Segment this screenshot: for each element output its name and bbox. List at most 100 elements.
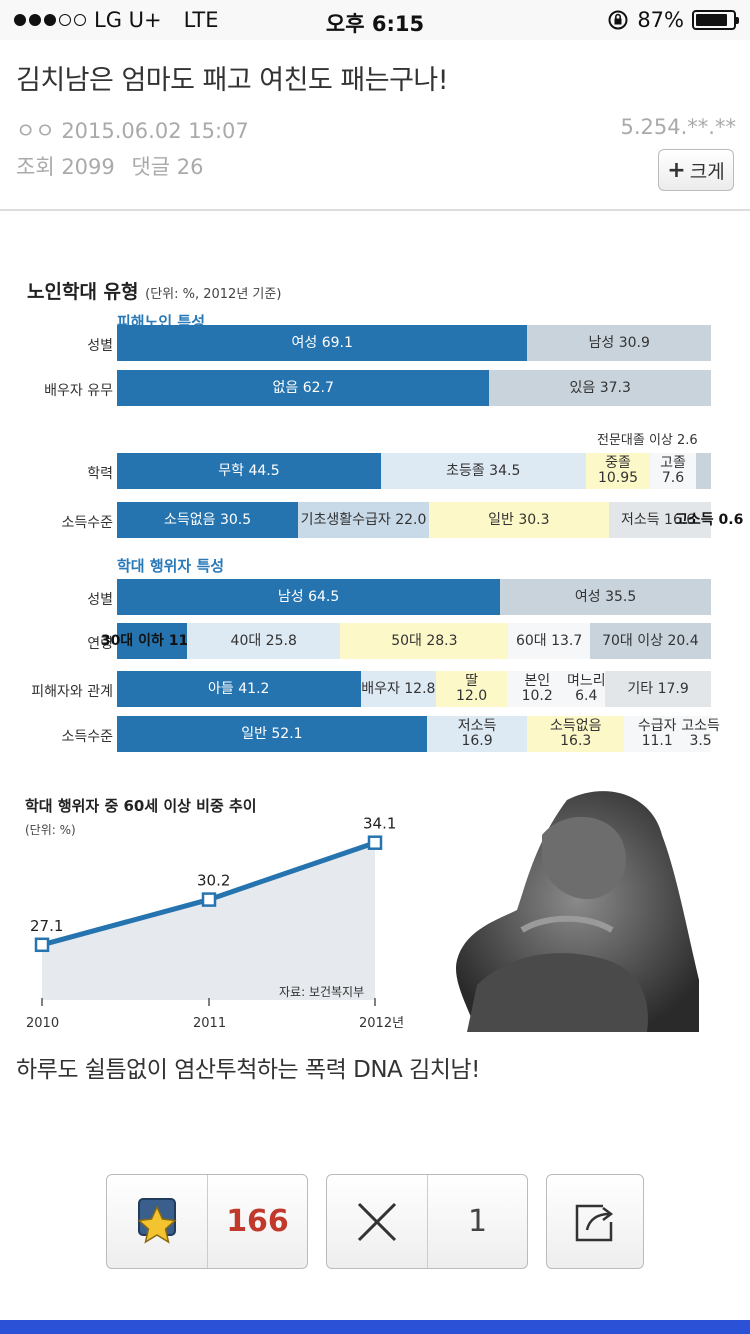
victim-row-label: 성별 — [87, 338, 113, 354]
abuser-bar-segment: 여성 35.5 — [500, 579, 711, 615]
victim-bar-segment: 소득없음 30.5 — [117, 502, 299, 538]
line-chart-point — [34, 937, 50, 953]
post-caption: 하루도 쉴틈없이 염산투척하는 폭력 DNA 김치남! — [16, 1057, 480, 1083]
action-buttons: 166 1 — [0, 1174, 750, 1270]
like-button-group[interactable]: 166 — [106, 1174, 308, 1269]
star-icon — [137, 1197, 177, 1244]
post-author-date: ㅇㅇ 2015.06.02 15:07 — [16, 119, 249, 143]
abuser-bar-segment: 일반 52.1 — [117, 716, 427, 752]
line-chart-title: 학대 행위자 중 60세 이상 비중 추이 — [25, 797, 257, 815]
abuser-bar-row: 일반 52.1 저소득 16.9 소득없음 16.3 수급자 11.1 고소득 3.5 — [117, 716, 720, 752]
plus-icon: + — [667, 157, 686, 183]
victim-note: 전문대졸 이상 2.6 — [597, 433, 698, 448]
rotation-lock-icon — [608, 10, 628, 30]
source-note: 자료: 보건복지부 — [279, 985, 365, 999]
line-chart-x-label: 2010 — [26, 1016, 59, 1031]
victim-bar-segment: 고소득 0.6 — [675, 502, 743, 538]
victim-bar-segment: 있음 37.3 — [489, 370, 711, 406]
abuser-bar-row: 아들 41.2 배우자 12.8 딸 12.0 본인 10.2 며느리 6.4 기타 17… — [117, 671, 711, 707]
abuser-bar-segment: 40대 25.8 — [187, 623, 341, 659]
victim-bar-row: 소득없음 30.5 기초생활수급자 22.0 일반 30.3 저소득 16.6 고소득 … — [117, 502, 743, 538]
abuser-bar-segment: 며느리 6.4 — [567, 671, 606, 707]
share-icon — [575, 1204, 614, 1241]
abuser-bar-segment: 저소득 16.9 — [426, 716, 528, 752]
victim-bar-segment: 중졸 10.95 — [585, 453, 651, 489]
bottom-toolbar-edge — [0, 1320, 750, 1334]
victim-bar-segment: 무학 44.5 — [117, 453, 381, 489]
share-button-cell[interactable] — [547, 1175, 643, 1268]
view-count: 조회 2099 — [16, 155, 115, 179]
network-label: LTE — [183, 8, 219, 32]
infographic-title-text: 노인학대 유형 — [27, 281, 139, 303]
like-button[interactable] — [107, 1175, 207, 1268]
infographic-title: 노인학대 유형 (단위: %, 2012년 기준) — [27, 277, 281, 304]
post-title: 김치남은 엄마도 패고 여친도 패는구나! — [16, 65, 449, 96]
line-chart-unit: (단위: %) — [25, 823, 76, 837]
victim-bar-segment: 고졸 7.6 — [650, 453, 696, 489]
infographic-image: 노인학대 유형 (단위: %, 2012년 기준) 피해노인 특성 학대 행위자… — [17, 275, 743, 1035]
victim-bar-row: 없음 62.7 있음 37.3 — [117, 370, 711, 406]
line-chart-point — [367, 835, 383, 850]
victim-row-label: 학력 — [87, 466, 113, 482]
victim-bar-segment: 기초생활수급자 22.0 — [298, 502, 429, 538]
dislike-button-group[interactable]: 1 — [326, 1174, 528, 1269]
line-chart-point — [201, 892, 217, 907]
victim-bar-segment: 초등졸 34.5 — [380, 453, 586, 489]
abuser-row-label: 연령 — [87, 636, 113, 652]
line-chart: 27.1 2010 30.2 2011 34.1 2012년 — [26, 815, 404, 1031]
victim-bar-row: 무학 44.5 초등졸 34.5 중졸 10.95 고졸 7.6 — [117, 453, 711, 489]
victim-row-label: 소득수준 — [61, 515, 113, 531]
signal-dot — [44, 14, 56, 26]
victim-bar-segment — [695, 453, 711, 489]
abuser-bar-segment: 70대 이상 20.4 — [589, 623, 711, 659]
battery-icon — [692, 10, 739, 30]
dislike-count-value: 1 — [467, 1204, 488, 1239]
abuser-row-label: 성별 — [87, 592, 113, 608]
line-chart-data-label: 30.2 — [197, 872, 230, 890]
abuser-row-label: 소득수준 — [61, 729, 113, 745]
abuser-bar-segment: 소득없음 16.3 — [527, 716, 625, 752]
victim-bar-segment: 일반 30.3 — [428, 502, 609, 538]
share-button[interactable] — [546, 1174, 644, 1269]
signal-dot — [29, 14, 41, 26]
victim-bar-segment: 저소득 16.6 — [608, 502, 708, 538]
like-count: 166 — [207, 1175, 307, 1268]
post-stats: 조회 2099 댓글 26 — [16, 151, 214, 181]
signal-dot — [14, 14, 26, 26]
abuser-bar-segment: 수급자 11.1 — [624, 716, 691, 752]
abuser-bar-segment: 본인 10.2 — [507, 671, 568, 707]
victim-row-label: 배우자 유무 — [44, 383, 113, 399]
victim-bar-segment: 여성 69.1 — [117, 325, 528, 361]
abuser-bar-segment: 아들 41.2 — [117, 671, 361, 707]
line-chart-data-label: 34.1 — [363, 815, 396, 833]
font-bigger-button[interactable]: + 크게 — [658, 149, 734, 191]
abuser-bar-segment: 배우자 12.8 — [360, 671, 437, 707]
abuser-bar-segment: 30대 이하 11.8 — [101, 623, 203, 659]
line-chart-area — [42, 842, 375, 1000]
like-count-value: 166 — [226, 1204, 289, 1239]
font-bigger-label: 크게 — [689, 160, 725, 183]
victim-bar-segment: 남성 30.9 — [527, 325, 711, 361]
post-ip: 5.254.**.** — [620, 115, 736, 139]
header-divider — [0, 209, 750, 211]
dislike-count: 1 — [427, 1175, 527, 1268]
clock: 오후 6:15 — [325, 12, 425, 36]
infographic-subtitle: (단위: %, 2012년 기준) — [145, 287, 282, 302]
signal-dots-icon — [14, 14, 86, 26]
victim-bar-row: 여성 69.1 남성 30.9 — [117, 325, 711, 361]
abuser-bar-segment: 고소득 3.5 — [681, 716, 720, 752]
comment-count[interactable]: 댓글 26 — [131, 155, 204, 179]
victim-bar-segment: 없음 62.7 — [117, 370, 490, 406]
line-chart-x-label: 2011 — [193, 1016, 226, 1031]
abuser-bar-segment: 60대 13.7 — [508, 623, 590, 659]
dislike-button[interactable] — [327, 1175, 427, 1268]
status-bar: LG U+ LTE 오후 6:15 87% — [0, 0, 750, 40]
battery-percent: 87% — [637, 8, 684, 32]
signal-dot — [59, 14, 71, 26]
abuser-bar-segment: 50대 28.3 — [340, 623, 509, 659]
abuser-bar-segment: 딸 12.0 — [436, 671, 508, 707]
abuser-row-label: 피해자와 관계 — [31, 684, 113, 700]
close-x-icon — [357, 1202, 397, 1241]
line-chart-x-label: 2012년 — [359, 1016, 404, 1031]
elderly-man-photo — [456, 791, 699, 1032]
